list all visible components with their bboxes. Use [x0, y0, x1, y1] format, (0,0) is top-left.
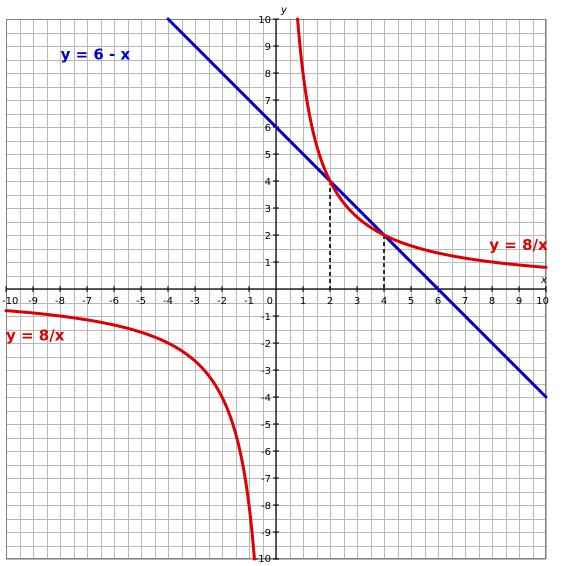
axes: -10 -9 -8 -7 -6 -5 -4 -3 -2 -1 0 1 2 3 4 5 6 7 8 9 101098765…: [2, 5, 549, 565]
x-tick-label: -7: [82, 296, 92, 307]
x-tick-label: 2: [327, 296, 333, 307]
series-label: y = 8/x: [489, 236, 548, 254]
y-tick-label: -8: [261, 501, 271, 512]
x-tick-label: -4: [163, 296, 173, 307]
y-tick-label: -6: [261, 447, 271, 458]
y-tick-label: -5: [261, 420, 271, 431]
x-tick-label: -5: [136, 296, 146, 307]
x-tick-label: -2: [217, 296, 227, 307]
series-label: y = 8/x: [6, 326, 65, 344]
labels: y = 6 - x y = 8/x y = 8/x: [6, 46, 548, 345]
y-tick-label: 2: [265, 231, 271, 242]
x-tick-label: 10: [536, 296, 549, 307]
x-tick-label: -9: [28, 296, 38, 307]
x-tick-label: 0: [267, 296, 273, 307]
x-tick-label: 9: [516, 296, 522, 307]
x-tick-label: 6: [435, 296, 441, 307]
y-tick-label: -10: [255, 554, 271, 565]
y-tick-label: 4: [265, 177, 271, 188]
x-tick-label: 5: [408, 296, 414, 307]
y-tick-label: 10: [258, 15, 271, 26]
x-tick-label: 8: [489, 296, 495, 307]
y-tick-label: 6: [265, 123, 271, 134]
y-tick-label: -1: [261, 312, 271, 323]
x-tick-label: -10: [2, 296, 18, 307]
y-tick-label: -3: [261, 366, 271, 377]
x-tick-label: -1: [244, 296, 254, 307]
series-curve-positive-branch: [296, 17, 548, 269]
x-tick-label: -3: [190, 296, 200, 307]
y-tick-label: -7: [261, 474, 271, 485]
x-tick-label: 3: [354, 296, 360, 307]
y-axis-title: y: [280, 5, 288, 16]
intersection-guides: [329, 181, 385, 289]
series: [4, 17, 548, 561]
series-curve-negative-branch: [4, 309, 256, 561]
y-tick-label: -2: [261, 339, 271, 350]
y-tick-label: 9: [265, 42, 271, 53]
series-label: y = 6 - x: [61, 46, 131, 64]
y-tick-label: -9: [261, 528, 271, 539]
y-tick-label: 3: [265, 204, 271, 215]
series-line-linear: [166, 17, 548, 399]
y-tick-label: 8: [265, 69, 271, 80]
x-tick-label: -6: [109, 296, 119, 307]
y-tick-label: 7: [265, 96, 271, 107]
x-tick-label: 7: [462, 296, 468, 307]
y-tick-label: 5: [265, 150, 271, 161]
x-tick-label: -8: [55, 296, 65, 307]
y-tick-label: -4: [261, 393, 271, 404]
y-tick-label: 1: [265, 258, 271, 269]
x-axis-title: x: [540, 275, 547, 286]
x-tick-label: 1: [300, 296, 306, 307]
x-tick-label: 4: [381, 296, 387, 307]
